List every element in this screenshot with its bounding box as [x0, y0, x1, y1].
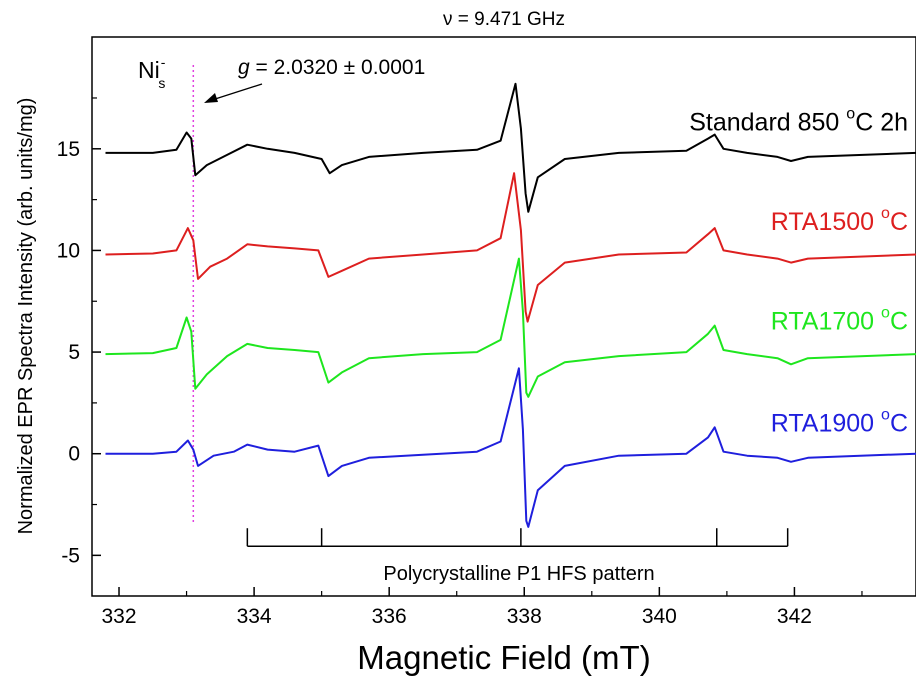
series-label-main: RTA1700 [771, 308, 881, 336]
y-axis-label: Normalized EPR Spectra Intensity (arb. u… [15, 98, 37, 535]
ni-label-sup: - [161, 54, 166, 70]
series-line-4 [105, 367, 916, 528]
series-label-main: Standard 850 [689, 109, 846, 137]
series-label-tail: C [890, 308, 908, 336]
series-label-degree: o [881, 205, 890, 222]
chart-title: ν = 9.471 GHz [443, 9, 565, 30]
series-label-tail: C 2h [855, 109, 908, 137]
y-tick-label: 10 [57, 239, 80, 262]
x-tick-label: 332 [101, 605, 136, 628]
x-tick-label: 334 [237, 605, 272, 628]
series-label-tail: C [890, 208, 908, 236]
series-label-4: RTA1900 oC [771, 406, 908, 437]
series-label-1: Standard 850 oC 2h [689, 106, 908, 137]
series-group [105, 82, 916, 528]
g-annotation: g = 2.0320 ± 0.0001 [238, 56, 425, 79]
series-label-degree: o [881, 406, 890, 423]
x-tick-label: 336 [372, 605, 407, 628]
y-tick-label: 15 [57, 138, 80, 161]
series-label-degree: o [846, 106, 855, 123]
x-tick-label: 340 [642, 605, 677, 628]
ni-label: Ni- s [138, 54, 166, 91]
g-value: = 2.0320 ± 0.0001 [250, 56, 426, 79]
series-line-1 [105, 82, 916, 213]
axis-ticks: 332 334 336 338 340 342 -5 0 5 10 15 [57, 97, 863, 628]
x-tick-label: 338 [507, 605, 542, 628]
series-label-main: RTA1900 [771, 409, 881, 437]
y-tick-label: 5 [68, 341, 80, 364]
plot-frame [91, 36, 916, 597]
y-tick-label: 0 [68, 443, 80, 466]
series-label-2: RTA1500 oC [771, 205, 908, 236]
x-axis-label: Magnetic Field (mT) [357, 639, 650, 676]
series-label-main: RTA1500 [771, 208, 881, 236]
series-label-tail: C [890, 409, 908, 437]
series-line-3 [105, 257, 916, 398]
g-variable: g [238, 56, 250, 79]
series-line-2 [105, 172, 916, 323]
ni-label-sub: s [158, 75, 165, 91]
ni-label-text: Ni [138, 57, 160, 83]
hfs-bracket [246, 528, 789, 547]
series-label-degree: o [881, 305, 890, 322]
x-tick-label: 342 [777, 605, 812, 628]
g-arrow-head [204, 93, 218, 103]
hfs-label: Polycrystalline P1 HFS pattern [383, 563, 654, 585]
series-label-3: RTA1700 oC [771, 305, 908, 336]
g-arrow-line [211, 83, 263, 101]
y-tick-label: -5 [61, 544, 80, 567]
